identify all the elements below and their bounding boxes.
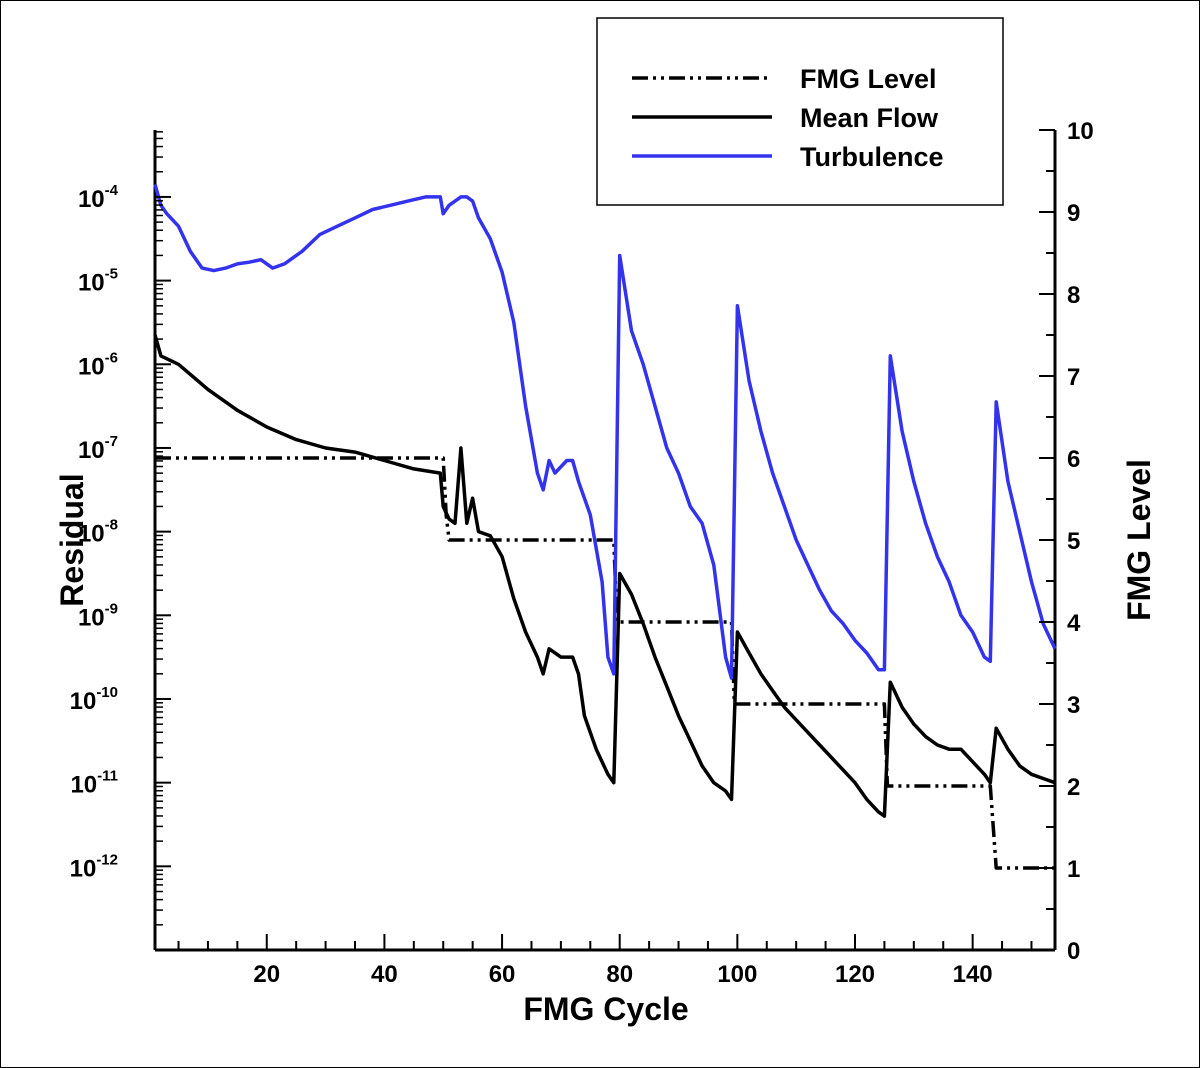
- y-axis-title: Residual: [54, 473, 90, 606]
- y-tick-label: 10-12: [70, 851, 118, 882]
- x-tick-label: 140: [953, 961, 993, 988]
- legend: FMG Level Mean Flow Turbulence: [596, 17, 1004, 206]
- series-line-turbulence: [153, 183, 1057, 680]
- y-tick-label: 10-11: [70, 768, 118, 799]
- legend-label: Mean Flow: [800, 103, 939, 133]
- y-tick-label: 10-7: [78, 433, 118, 464]
- y2-tick-label: 7: [1067, 364, 1080, 391]
- y-tick-label: 10-5: [78, 266, 118, 297]
- y-tick-label: 10-10: [70, 684, 118, 715]
- y2-tick-label: 1: [1067, 856, 1080, 883]
- x-tick-label: 120: [835, 961, 875, 988]
- x-tick-label: 20: [253, 961, 280, 988]
- x-axis-title: FMG Cycle: [523, 991, 688, 1027]
- series-layer: [153, 183, 1057, 870]
- series-line-fmg-level: [155, 456, 1055, 870]
- y2-tick-label: 10: [1067, 118, 1094, 145]
- y2-tick-label: 5: [1067, 528, 1080, 555]
- y-axis-ticks: 10-4 10-5 10-6 10-7 10-8 10-9 10-10 10-11 10-12: [70, 131, 171, 951]
- x-tick-label: 60: [489, 961, 516, 988]
- y2-axis-ticks: 0 1 2 3 4 5 6 7 8 9 10: [1039, 118, 1094, 965]
- y2-tick-label: 8: [1067, 282, 1080, 309]
- y-tick-label: 10-9: [78, 600, 118, 631]
- y2-axis-title: FMG Level: [1121, 459, 1157, 621]
- y-tick-label: 10-8: [78, 517, 118, 548]
- x-tick-label: 100: [717, 961, 757, 988]
- y2-tick-label: 6: [1067, 446, 1080, 473]
- y2-tick-label: 9: [1067, 200, 1080, 227]
- legend-box: [596, 17, 1004, 206]
- y2-tick-label: 2: [1067, 774, 1080, 801]
- x-axis-ticks: 20 40 60 80 100 120 140: [177, 934, 1033, 988]
- series-line-mean-flow: [153, 334, 1056, 818]
- y-tick-label: 10-4: [78, 182, 119, 213]
- legend-label: Turbulence: [800, 142, 944, 172]
- y2-tick-label: 0: [1067, 938, 1080, 965]
- x-tick-label: 80: [606, 961, 633, 988]
- legend-label: FMG Level: [800, 64, 937, 94]
- y2-tick-label: 3: [1067, 692, 1080, 719]
- x-tick-label: 40: [371, 961, 398, 988]
- y-tick-label: 10-6: [78, 349, 118, 380]
- y2-tick-label: 4: [1067, 610, 1081, 637]
